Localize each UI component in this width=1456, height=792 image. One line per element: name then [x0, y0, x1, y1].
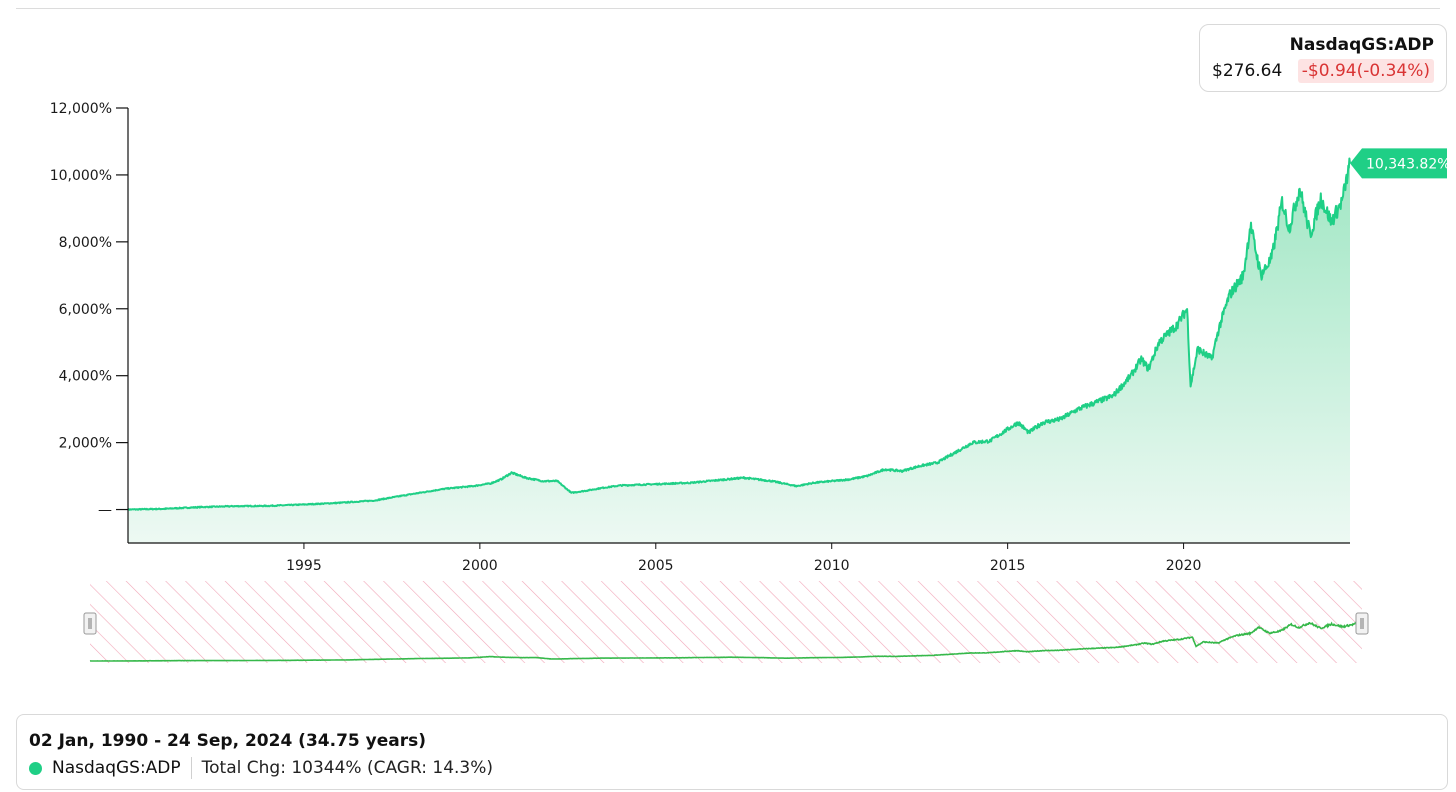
ticker-change-badge: -$0.94(-0.34%) — [1297, 59, 1434, 83]
navigator-series-line — [89, 617, 1363, 662]
y-tick-label: — — [98, 503, 112, 519]
y-tick-label: 4,000% — [59, 369, 112, 385]
end-value-label: 10,343.82% — [1366, 156, 1451, 172]
handle-body — [1355, 612, 1369, 635]
end-value-badge — [1350, 148, 1447, 179]
navigator-selection — [90, 581, 1362, 663]
y-axis: — 2,000% 4,000% 6,000% 8,000% 10,000% 12,000% — [50, 101, 129, 543]
navigator-handle-left[interactable] — [83, 612, 97, 635]
performance-chart[interactable]: —2,000%4,000%6,000%8,000%10,000%12,000% … — [0, 0, 1456, 700]
ticker-symbol: NasdaqGS:ADP — [1289, 35, 1434, 55]
ticker-summary-card: NasdaqGS:ADP $276.64 -$0.94(-0.34%) — [1199, 24, 1447, 92]
x-tick-label: 2000 — [462, 558, 498, 574]
area-fill — [128, 158, 1350, 543]
y-tick-label: 10,000% — [50, 168, 112, 184]
summary-footer: 02 Jan, 1990 - 24 Sep, 2024 (34.75 years… — [16, 714, 1448, 790]
legend-divider — [190, 757, 192, 779]
x-tick-label: 2020 — [1166, 558, 1202, 574]
series-line-adp — [127, 157, 1351, 511]
top-divider — [16, 8, 1440, 9]
date-range-text: 02 Jan, 1990 - 24 Sep, 2024 (34.75 years… — [29, 731, 427, 751]
y-tick-label: 6,000% — [59, 302, 112, 318]
ticker-price: $276.64 — [1212, 61, 1283, 81]
end-value-callout: 10,343.82% — [1350, 148, 1451, 179]
x-axis: 1995 2000 2005 2010 2015 2020 — [128, 542, 1350, 574]
handle-body — [83, 612, 97, 635]
navigator-handle-right[interactable] — [1355, 612, 1369, 635]
x-tick-label: 2010 — [814, 558, 850, 574]
y-tick-label: 12,000% — [50, 101, 112, 117]
total-change-text: Total Chg: 10344% (CAGR: 14.3%) — [201, 758, 494, 778]
legend-row: NasdaqGS:ADP Total Chg: 10344% (CAGR: 14… — [29, 757, 493, 779]
legend-series-label[interactable]: NasdaqGS:ADP — [52, 758, 181, 778]
main-plot — [127, 157, 1351, 543]
series-color-dot — [29, 761, 42, 775]
x-tick-label: 2015 — [990, 558, 1026, 574]
x-tick-label: 2005 — [638, 558, 674, 574]
y-tick-label: 8,000% — [59, 235, 112, 251]
x-tick-label: 1995 — [286, 558, 322, 574]
y-tick-label: 2,000% — [59, 436, 112, 452]
range-navigator[interactable] — [83, 581, 1369, 663]
